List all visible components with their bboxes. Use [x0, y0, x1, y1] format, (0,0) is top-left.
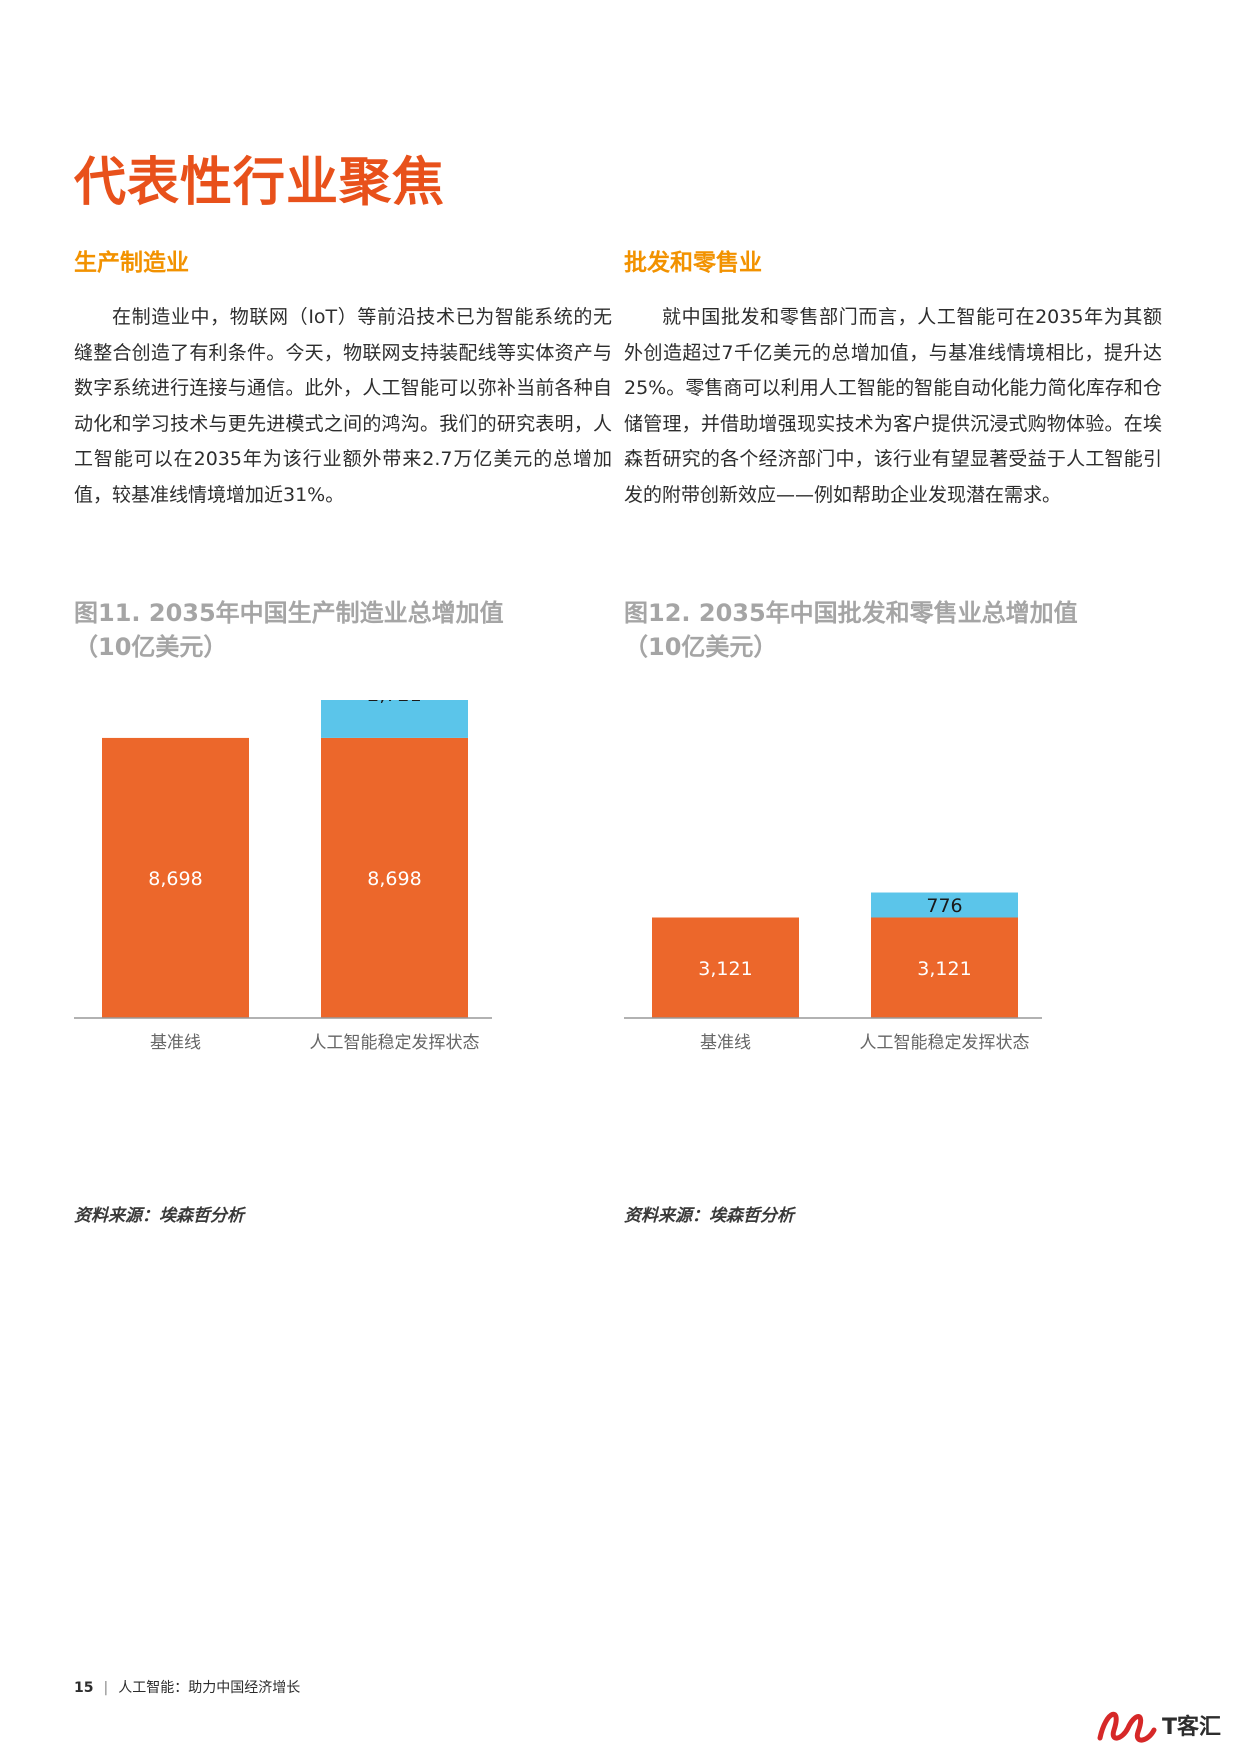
fig12-data-label-base-1: 3,121: [698, 958, 752, 980]
watermark-mark-icon: [1097, 1711, 1157, 1743]
figure-11-title: 图11. 2035年中国生产制造业总增加值 （10亿美元）: [74, 596, 504, 664]
fig12-bar-ai-2: [871, 892, 1018, 918]
manufacturing-paragraph: 在制造业中，物联网（IoT）等前沿技术已为智能系统的无缝整合创造了有利条件。今天…: [74, 306, 612, 506]
fig11-bar-base-1: [102, 737, 249, 1018]
watermark-logo: T客汇: [1097, 1711, 1221, 1743]
fig11-bar-ai-2: [321, 700, 468, 738]
page-title: 代表性行业聚焦: [74, 153, 446, 213]
footer-text: 人工智能：助力中国经济增长: [118, 1680, 301, 1696]
fig12-category-label-2: 人工智能稳定发挥状态: [860, 1033, 1030, 1053]
figure-12-source: 资料来源：埃森哲分析: [624, 1206, 794, 1226]
fig12-data-label-base-2: 3,121: [917, 958, 971, 980]
figure-12-title-line2: （10亿美元）: [624, 633, 778, 661]
fig11-bar-base-2: [321, 737, 468, 1018]
fig11-data-label-ai-2: 2,721: [367, 700, 421, 706]
figure-11-title-line1: 图11. 2035年中国生产制造业总增加值: [74, 599, 504, 627]
section-title-manufacturing: 生产制造业: [74, 250, 189, 276]
section-title-retail: 批发和零售业: [624, 250, 762, 276]
page-number: 15: [74, 1680, 94, 1696]
footer-separator: |: [103, 1680, 109, 1696]
fig11-category-label-1: 基准线: [150, 1033, 201, 1053]
fig12-data-label-ai-2: 776: [926, 895, 962, 917]
fig12-bar-base-2: [871, 917, 1018, 1018]
page-footer: 15 | 人工智能：助力中国经济增长: [74, 1677, 300, 1697]
watermark-text: T客汇: [1162, 1714, 1221, 1740]
retail-paragraph: 就中国批发和零售部门而言，人工智能可在2035年为其额外创造超过7千亿美元的总增…: [624, 306, 1162, 506]
fig11-data-label-base-2: 8,698: [367, 868, 421, 890]
figure-11-source: 资料来源：埃森哲分析: [74, 1206, 244, 1226]
fig11-data-label-base-1: 8,698: [148, 868, 202, 890]
figure-11-title-line2: （10亿美元）: [74, 633, 228, 661]
fig12-bar-base-1: [652, 917, 799, 1018]
fig11-category-label-2: 人工智能稳定发挥状态: [310, 1033, 480, 1053]
fig12-category-label-1: 基准线: [700, 1033, 751, 1053]
figure-12-title-line1: 图12. 2035年中国批发和零售业总增加值: [624, 599, 1078, 627]
figure-12-chart: 3,121 基准线 3,121 776 人工智能稳定发挥状态: [624, 892, 1042, 1053]
figure-12-title: 图12. 2035年中国批发和零售业总增加值 （10亿美元）: [624, 596, 1078, 664]
figure-11-chart: 8,698 基准线 8,698 2,721 人工智能稳定发挥状态: [74, 700, 492, 1053]
